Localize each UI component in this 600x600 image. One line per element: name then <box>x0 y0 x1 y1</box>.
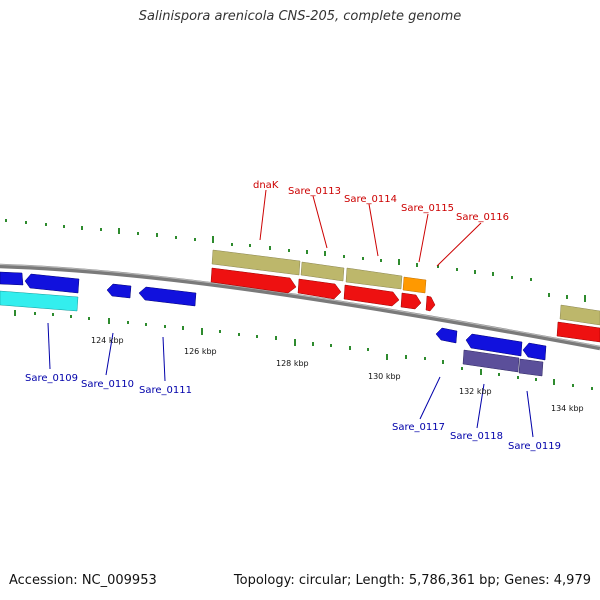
cds-sare0116[interactable] <box>425 295 436 312</box>
label-sare0115: Sare_0115 <box>401 203 454 214</box>
upper-leader-lines <box>259 189 482 267</box>
gene-sare0115[interactable] <box>402 276 427 294</box>
gene-sare0119[interactable] <box>518 358 544 377</box>
upper-skew-track <box>5 219 586 302</box>
kbp-label-124: 124 kbp <box>91 336 124 345</box>
label-dnak: dnaK <box>253 180 279 191</box>
rna-left[interactable] <box>0 290 79 312</box>
cds-sare0113[interactable] <box>297 278 342 300</box>
accession-text: Accession: NC_009953 <box>9 573 157 588</box>
reverse-cds-track <box>0 271 547 361</box>
kbp-label-134: 134 kbp <box>551 404 584 413</box>
label-sare0119: Sare_0119 <box>508 441 561 452</box>
cds-sare0118[interactable] <box>465 333 523 357</box>
gene-sare0118[interactable] <box>462 349 520 373</box>
label-sare0109: Sare_0109 <box>25 373 78 384</box>
forward-gene-track <box>211 249 600 326</box>
cds-sare0114[interactable] <box>343 284 400 307</box>
forward-cds-track <box>210 267 600 343</box>
label-sare0116: Sare_0116 <box>456 212 509 223</box>
cds-sare0109[interactable] <box>24 273 80 294</box>
label-sare0111: Sare_0111 <box>139 385 192 396</box>
cds-right-forward[interactable] <box>556 321 600 343</box>
cds-sare0117[interactable] <box>435 327 458 344</box>
reverse-gene-track <box>0 290 544 377</box>
cds-sare0119[interactable] <box>522 342 547 361</box>
kbp-label-132: 132 kbp <box>459 387 492 396</box>
gene-sare0113[interactable] <box>300 261 345 282</box>
topology-summary: Topology: circular; Length: 5,786,361 bp… <box>233 573 591 588</box>
lower-skew-track <box>14 310 593 390</box>
map-title: Salinispora arenicola CNS-205, complete … <box>138 9 462 24</box>
cds-dnak[interactable] <box>210 267 297 294</box>
label-sare0117: Sare_0117 <box>392 422 445 433</box>
kbp-label-128: 128 kbp <box>276 359 309 368</box>
label-sare0110: Sare_0110 <box>81 379 134 390</box>
label-sare0118: Sare_0118 <box>450 431 503 442</box>
kbp-label-126: 126 kbp <box>184 347 217 356</box>
cds-sare0111[interactable] <box>138 286 197 307</box>
label-sare0113: Sare_0113 <box>288 186 341 197</box>
lower-leader-lines <box>47 322 534 438</box>
gene-dnak[interactable] <box>211 249 301 276</box>
label-sare0114: Sare_0114 <box>344 194 397 205</box>
cds-sare0115[interactable] <box>400 292 422 310</box>
cds-left-a[interactable] <box>0 271 24 286</box>
genome-backbone <box>0 263 600 351</box>
gene-sare0114[interactable] <box>345 267 403 290</box>
gene-right-forward[interactable] <box>559 304 600 326</box>
cds-sare0110[interactable] <box>106 283 132 299</box>
kbp-label-130: 130 kbp <box>368 372 401 381</box>
